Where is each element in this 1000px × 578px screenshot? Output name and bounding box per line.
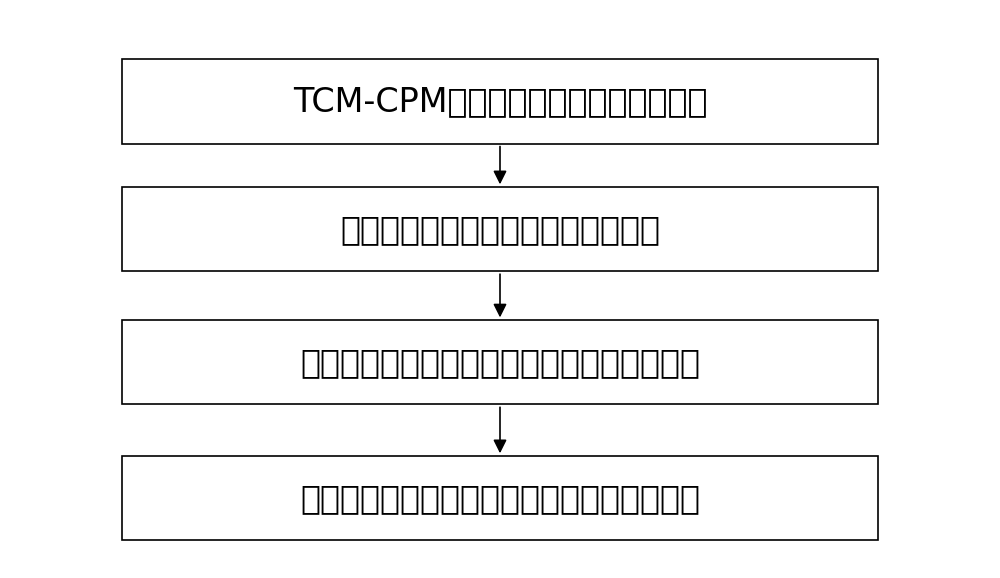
Bar [122,456,878,540]
Text: TCM-CPM调制器对二进制序列进行调制: TCM-CPM调制器对二进制序列进行调制 [293,85,707,118]
Text: 频偏估计器对调制信号进行频偏补偿: 频偏估计器对调制信号进行频偏补偿 [340,213,660,246]
Bar [122,320,878,405]
Bar [122,60,878,144]
Text: 解调器对频偏补偿信号进行第二次维特比解调: 解调器对频偏补偿信号进行第二次维特比解调 [300,481,700,514]
Text: 解调器对频偏补偿信号进行第一次维特比解调: 解调器对频偏补偿信号进行第一次维特比解调 [300,346,700,379]
Bar [122,187,878,271]
